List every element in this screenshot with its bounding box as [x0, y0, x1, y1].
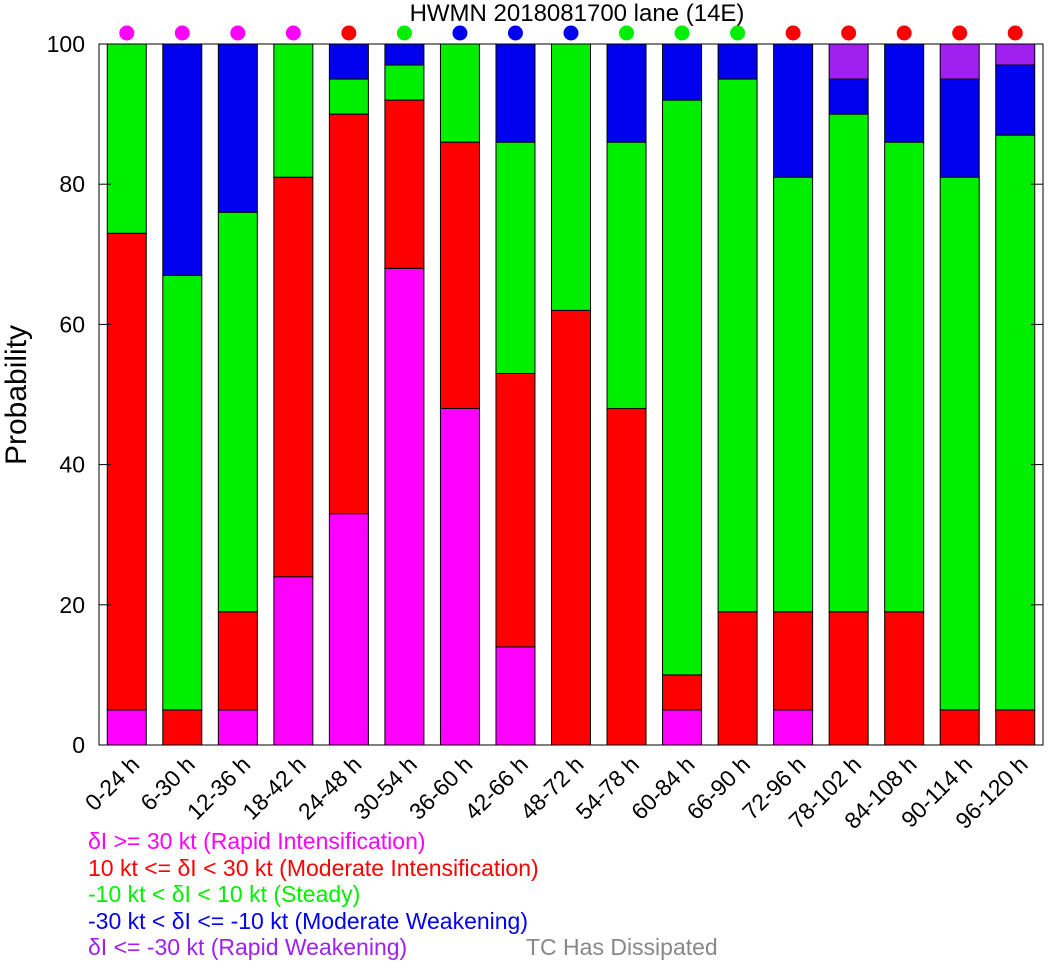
axes: 0 20 40 60 80 100 — [47, 31, 1044, 758]
top-marker — [730, 25, 746, 41]
bar-segment — [606, 408, 647, 746]
bar-segment — [606, 43, 647, 143]
bar-segment — [439, 43, 480, 143]
y-tick-label: 0 — [72, 732, 85, 758]
legend-entry: δI >= 30 kt (Rapid Intensification) — [88, 828, 426, 854]
bar-segment — [995, 134, 1036, 711]
bar-segment — [273, 43, 314, 178]
bar-segment — [662, 674, 703, 711]
bar-segment — [939, 43, 980, 80]
top-marker — [785, 25, 801, 41]
bar-segment — [717, 611, 758, 746]
bar-segment — [328, 113, 369, 515]
bar-segment — [606, 141, 647, 410]
bar-segment — [884, 611, 925, 746]
bar-segment — [162, 43, 203, 276]
bar-segment — [662, 709, 703, 746]
bar-segment — [384, 99, 425, 269]
bar-segment — [328, 78, 369, 115]
bar-segment — [662, 43, 703, 101]
top-marker — [230, 25, 246, 41]
top-marker — [285, 25, 301, 41]
top-marker — [1007, 25, 1023, 41]
top-marker — [174, 25, 190, 41]
bar-segment — [217, 43, 258, 213]
legend-entry: -30 kt < δI <= -10 kt (Moderate Weakenin… — [88, 907, 529, 934]
bar-segment — [773, 43, 814, 178]
bar-segment — [828, 43, 869, 80]
bar-segment — [106, 43, 147, 234]
bar-segment — [773, 709, 814, 746]
legend-entry: δI <= -30 kt (Rapid Weakening) — [88, 934, 408, 960]
bar-segment — [384, 43, 425, 66]
y-tick-label: 20 — [59, 592, 85, 618]
bar-segment — [773, 176, 814, 613]
bar-segment — [828, 611, 869, 746]
top-marker — [619, 25, 635, 41]
bar-segment — [939, 176, 980, 711]
bar-segment — [328, 513, 369, 746]
top-marker — [563, 25, 579, 41]
top-marker — [952, 25, 968, 41]
bar-segment — [495, 43, 536, 143]
top-marker — [841, 25, 857, 41]
legend-entry: 10 kt <= δI < 30 kt (Moderate Intensific… — [88, 854, 539, 881]
bar-segment — [495, 646, 536, 746]
bar-segment — [551, 309, 591, 746]
bar-segment — [828, 78, 869, 115]
bar-segment — [884, 43, 925, 143]
bar-segment — [995, 43, 1036, 66]
bar-segment — [273, 176, 314, 578]
top-markers — [119, 25, 1023, 41]
bar-segment — [495, 141, 536, 374]
top-marker — [396, 25, 412, 41]
bar-segment — [828, 113, 869, 613]
y-tick-label: 80 — [59, 171, 85, 197]
bar-segment — [162, 709, 203, 746]
x-tick-label: 0-24 h — [80, 751, 145, 816]
bar-segment — [884, 141, 925, 613]
bar-segment — [162, 274, 203, 711]
bar-segment — [939, 78, 980, 178]
plot-frame — [98, 43, 1044, 746]
bar-segment — [495, 372, 536, 648]
bar-segment — [662, 99, 703, 676]
bar-segment — [439, 141, 480, 410]
y-tick-label: 100 — [47, 31, 85, 57]
bar-segment — [273, 576, 314, 746]
top-marker — [119, 25, 135, 41]
bar-segment — [106, 232, 147, 711]
bar-segment — [106, 709, 147, 746]
top-marker — [452, 25, 468, 41]
bar-segment — [384, 267, 425, 746]
bar-segment — [217, 611, 258, 711]
bars-layer — [106, 43, 1036, 746]
top-marker — [341, 25, 357, 41]
bar-segment — [995, 64, 1036, 136]
y-tick-label: 60 — [59, 311, 85, 337]
legend-entry: -10 kt < δI < 10 kt (Steady) — [88, 881, 361, 907]
top-marker — [507, 25, 523, 41]
bar-segment — [217, 211, 258, 613]
top-marker — [896, 25, 912, 41]
bar-segment — [995, 709, 1036, 746]
bar-segment — [439, 408, 480, 746]
bar-segment — [717, 78, 758, 613]
dissipated-legend-entry: TC Has Dissipated — [526, 934, 718, 960]
x-tick-labels: 0-24 h6-30 h12-36 h18-42 h24-48 h30-54 h… — [80, 751, 1033, 834]
bar-segment — [939, 709, 980, 746]
top-marker — [674, 25, 690, 41]
y-tick-label: 40 — [59, 452, 85, 478]
y-axis-label: Probability — [0, 325, 33, 465]
bar-segment — [217, 709, 258, 746]
bar-segment — [773, 611, 814, 711]
bar-segment — [328, 43, 369, 80]
bar-segment — [551, 43, 591, 311]
bar-segment — [717, 43, 758, 80]
chart-title: HWMN 2018081700 lane (14E) — [410, 0, 745, 27]
bar-segment — [384, 64, 425, 101]
